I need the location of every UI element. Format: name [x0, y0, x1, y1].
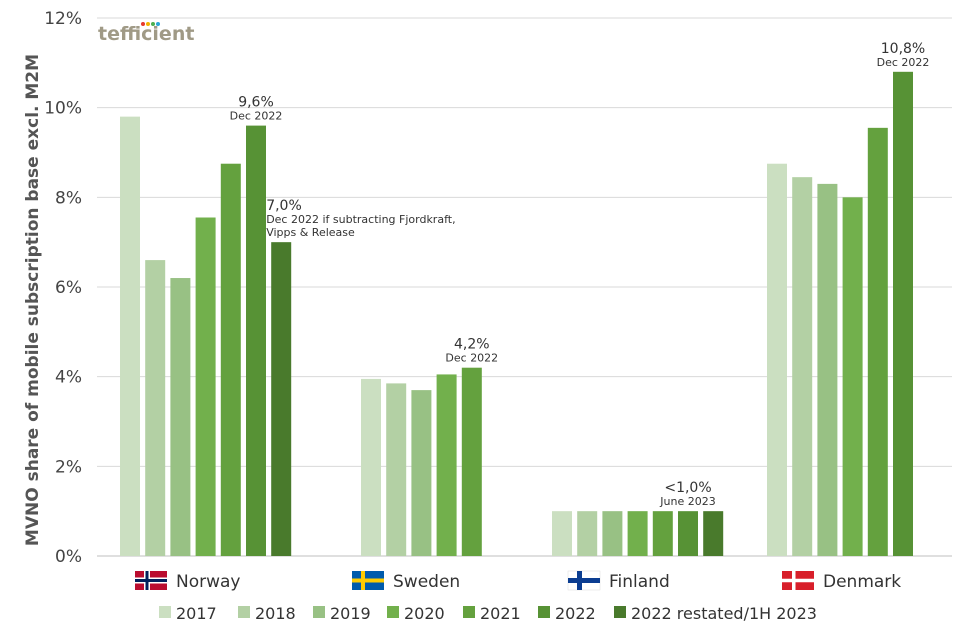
logo-text: tefficient — [98, 23, 194, 45]
annotation-value: <1,0% — [664, 480, 711, 496]
annotation-value: 4,2% — [454, 337, 490, 353]
legend-swatch — [159, 606, 171, 618]
logo-dots — [141, 22, 160, 26]
legend: 2017 2018 2019 2020 2021 2022 2022 restated/1H… — [159, 604, 817, 623]
bar-finland-2018 — [577, 511, 598, 556]
annotation-value: 10,8% — [881, 41, 925, 57]
bar-norway-2018 — [145, 260, 166, 556]
bar-sweden-2019 — [411, 390, 432, 556]
annotation-note: Dec 2022 if subtracting Fjordkraft, — [266, 213, 455, 226]
bar-denmark-2018 — [792, 177, 813, 557]
y-tick-label: 12% — [44, 9, 82, 29]
legend-label: 2020 — [404, 604, 445, 623]
bar-denmark-2022 — [893, 71, 913, 557]
legend-swatch — [387, 606, 399, 618]
legend-label: 2018 — [255, 604, 296, 623]
bar-finland-2021 — [652, 511, 673, 556]
y-axis-label: MVNO share of mobile subscription base e… — [23, 54, 43, 546]
bar-norway-2019 — [170, 278, 191, 556]
y-tick-label: 4% — [55, 368, 82, 388]
bar-finland-2022-restated-1h-2023 — [703, 511, 724, 556]
legend-swatch — [614, 606, 626, 618]
bar-sweden-2018 — [386, 383, 407, 556]
norway-flag-icon — [135, 571, 167, 590]
bar-finland-2022 — [678, 511, 698, 556]
legend-swatch — [238, 606, 250, 618]
bar-norway-2021 — [220, 163, 241, 557]
y-tick-label: 8% — [55, 188, 82, 208]
bars — [120, 71, 913, 557]
category-label-denmark: Denmark — [823, 572, 901, 592]
category-label-finland: Finland — [609, 572, 670, 592]
tefficient-logo: tefficient — [98, 22, 194, 45]
y-axis: 0% 2% 4% 6% 8% 10% 12% — [44, 9, 82, 567]
legend-label: 2022 — [555, 604, 596, 623]
bar-denmark-2019 — [817, 183, 838, 556]
annotation-note: June 2023 — [659, 495, 715, 508]
bar-norway-2022-restated-1h-2023 — [271, 242, 292, 556]
annotation-note: Vipps & Release — [266, 226, 355, 239]
bar-sweden-2021 — [461, 367, 482, 556]
legend-label: 2021 — [480, 604, 521, 623]
annotation-note: Dec 2022 — [230, 110, 283, 123]
legend-swatch — [463, 606, 475, 618]
bar-finland-2019 — [602, 511, 623, 556]
sweden-flag-icon — [352, 571, 384, 590]
bar-sweden-2020 — [436, 374, 457, 556]
y-tick-label: 10% — [44, 99, 82, 119]
y-tick-label: 2% — [55, 457, 82, 477]
bar-denmark-2020 — [842, 197, 863, 557]
category-label-norway: Norway — [176, 572, 241, 592]
finland-flag-icon — [567, 570, 601, 591]
bar-finland-2020 — [627, 511, 648, 556]
legend-label: 2017 — [176, 604, 217, 623]
bar-norway-2020 — [195, 217, 216, 556]
logo-dot — [151, 22, 155, 26]
logo-dot — [156, 22, 160, 26]
annotation-note: Dec 2022 — [877, 56, 930, 69]
y-tick-label: 6% — [55, 278, 82, 298]
annotation-note: Dec 2022 — [445, 352, 498, 365]
legend-swatch — [313, 606, 325, 618]
category-labels: Norway Sweden Finland Denmark — [135, 570, 901, 592]
logo-dot — [146, 22, 150, 26]
legend-label: 2022 restated/1H 2023 — [631, 604, 817, 623]
bar-denmark-2017 — [767, 163, 787, 557]
y-tick-label: 0% — [55, 547, 82, 567]
bar-norway-2017 — [120, 116, 140, 556]
annotation-value: 9,6% — [238, 95, 274, 111]
category-label-sweden: Sweden — [393, 572, 460, 592]
bar-sweden-2017 — [361, 378, 381, 556]
legend-swatch — [538, 606, 550, 618]
logo-dot — [141, 22, 145, 26]
annotation-value: 7,0% — [266, 198, 302, 214]
bar-finland-2017 — [552, 511, 572, 556]
bar-denmark-2021 — [867, 127, 888, 556]
denmark-flag-icon — [782, 571, 814, 590]
bar-norway-2022 — [246, 125, 266, 556]
legend-label: 2019 — [330, 604, 371, 623]
